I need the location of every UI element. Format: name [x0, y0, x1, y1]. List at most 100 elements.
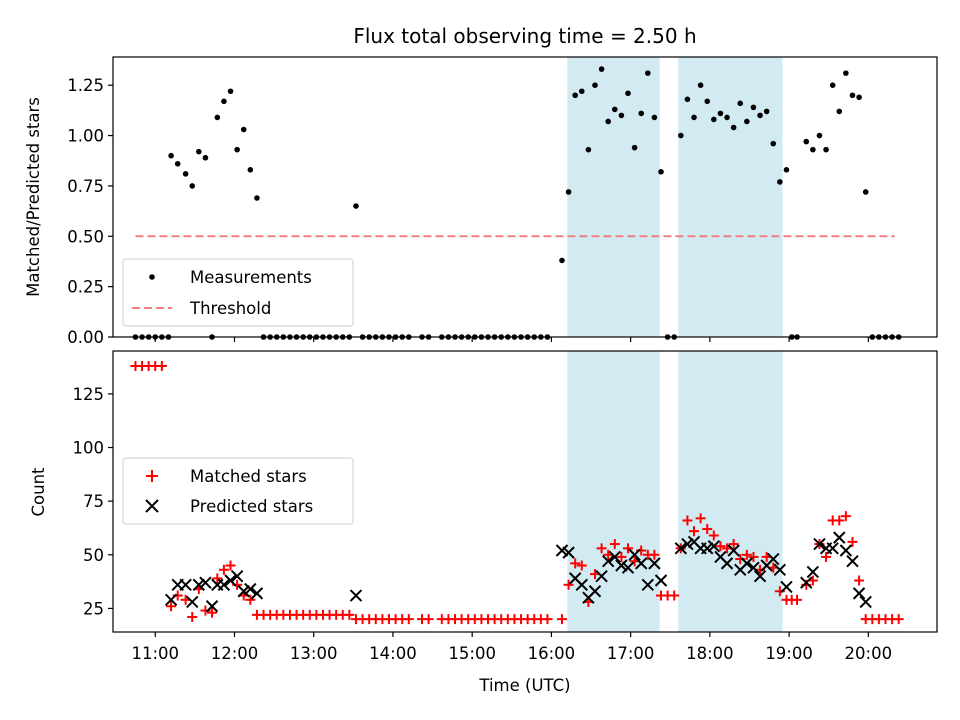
matched-star-point: [893, 614, 904, 625]
predicted-star-point: [654, 574, 668, 587]
legend-measurements-marker: [149, 274, 155, 280]
top-y-tick-label: 0.25: [67, 278, 104, 297]
matched-star-point: [821, 551, 832, 562]
matched-star-point: [207, 607, 218, 618]
predicted-star-point: [608, 550, 622, 564]
predicted-star-point: [727, 544, 740, 557]
matched-star-point: [834, 515, 845, 526]
predicted-star-point: [641, 578, 655, 592]
x-axis-title: Time (UTC): [478, 676, 570, 695]
matched-star-point: [728, 539, 739, 550]
measurement-point: [227, 88, 234, 95]
legend-matched-marker: [146, 470, 158, 482]
matched-star-point: [212, 573, 223, 584]
measurement-point: [572, 92, 578, 99]
predicted-star-point: [806, 565, 820, 579]
matched-star-point: [715, 541, 726, 552]
bottom-axes: 25 50 75 100 125 11:00 12:00 13:00 14:00 15:00 16:…: [73, 350, 938, 663]
predicted-star-point: [562, 546, 575, 559]
predicted-star-point: [720, 557, 734, 570]
x-tick-label: 20:00: [845, 644, 893, 663]
bottom-y-tick-label: 50: [83, 546, 104, 565]
predicted-star-point: [349, 589, 363, 602]
x-tick-label: 13:00: [290, 644, 338, 663]
top-panel: 0.00 0.25 0.50 0.75 1.00 1.25 Matched/Predict…: [24, 56, 938, 347]
predicted-star-point: [740, 557, 754, 570]
bottom-legend: Matched stars Predicted stars: [122, 457, 354, 525]
predicted-star-point: [839, 544, 853, 557]
measurement-point: [578, 88, 585, 95]
matched-star-point: [563, 579, 574, 590]
measurement-point: [717, 110, 724, 117]
predicted-star-point: [199, 576, 212, 589]
matched-star-point: [854, 575, 865, 586]
measurement-point: [605, 118, 611, 125]
matched-star-point: [403, 614, 414, 625]
x-tick-label: 16:00: [528, 644, 576, 663]
matched-star-point: [218, 564, 229, 575]
measurement-point: [353, 203, 359, 209]
predicted-star-point: [244, 582, 257, 596]
measurements-series: [132, 66, 902, 340]
measurement-point: [704, 98, 711, 105]
matched-star-point: [689, 526, 700, 537]
x-tick-label: 11:00: [131, 644, 179, 663]
matched-star-point: [682, 515, 693, 526]
predicted-star-point: [628, 548, 641, 561]
matched-star-point: [245, 594, 256, 605]
x-tick-label: 12:00: [211, 644, 259, 663]
matched-star-point: [649, 549, 660, 560]
measurement-point: [202, 154, 209, 161]
measurement-point: [730, 124, 737, 131]
legend-predicted-label: Predicted stars: [190, 497, 313, 516]
measurement-point: [254, 195, 260, 201]
legend-measurements-label: Measurements: [190, 268, 312, 287]
predicted-star-point: [648, 557, 661, 570]
measurement-point: [684, 96, 691, 103]
measurement-point: [618, 112, 625, 119]
measurement-point: [816, 132, 823, 139]
top-y-tick-label: 0.00: [67, 328, 104, 347]
bottom-y-tick-label: 125: [73, 385, 105, 404]
measurement-point: [168, 152, 174, 159]
measurement-point: [234, 146, 240, 153]
measurement-point: [843, 70, 849, 76]
predicted-star-point: [555, 544, 569, 557]
measurement-point: [559, 257, 565, 264]
top-y-axis-title: Matched/Predicted stars: [24, 97, 43, 297]
measurement-point: [645, 70, 651, 76]
predicted-star-point: [164, 593, 178, 607]
measurement-point: [196, 148, 202, 155]
top-y-tick-label: 1.25: [67, 76, 104, 95]
x-tick-label: 17:00: [607, 644, 655, 663]
measurement-point: [221, 98, 227, 105]
predicted-star-point: [747, 561, 760, 574]
measurement-point: [247, 167, 254, 173]
matched-star-point: [166, 601, 177, 612]
matched-star-point: [609, 539, 620, 550]
measurement-point: [611, 106, 618, 113]
measurement-point: [724, 114, 730, 121]
measurement-point: [625, 90, 631, 97]
matched-star-point: [840, 511, 851, 522]
predicted-star-point: [852, 587, 866, 600]
measurement-point: [770, 140, 777, 147]
measurement-point: [849, 92, 856, 99]
predicted-star-point: [780, 580, 793, 594]
matched-star-point: [423, 614, 434, 625]
predicted-star-point: [575, 578, 588, 592]
matched-star-point: [741, 549, 752, 560]
legend-matched-label: Matched stars: [190, 467, 307, 486]
measurement-point: [803, 138, 810, 145]
predicted-star-point: [621, 561, 635, 574]
measurement-point: [691, 114, 697, 121]
bottom-panel: 25 50 75 100 125 11:00 12:00 13:00 14:00 15:00 16:…: [29, 350, 938, 695]
measurement-point: [744, 118, 750, 125]
predicted-star-point: [595, 570, 608, 583]
predicted-star-point: [826, 542, 839, 555]
measurement-point: [658, 169, 664, 175]
measurement-point: [651, 114, 658, 121]
measurement-point: [174, 160, 181, 167]
predicted-star-point: [674, 542, 688, 555]
